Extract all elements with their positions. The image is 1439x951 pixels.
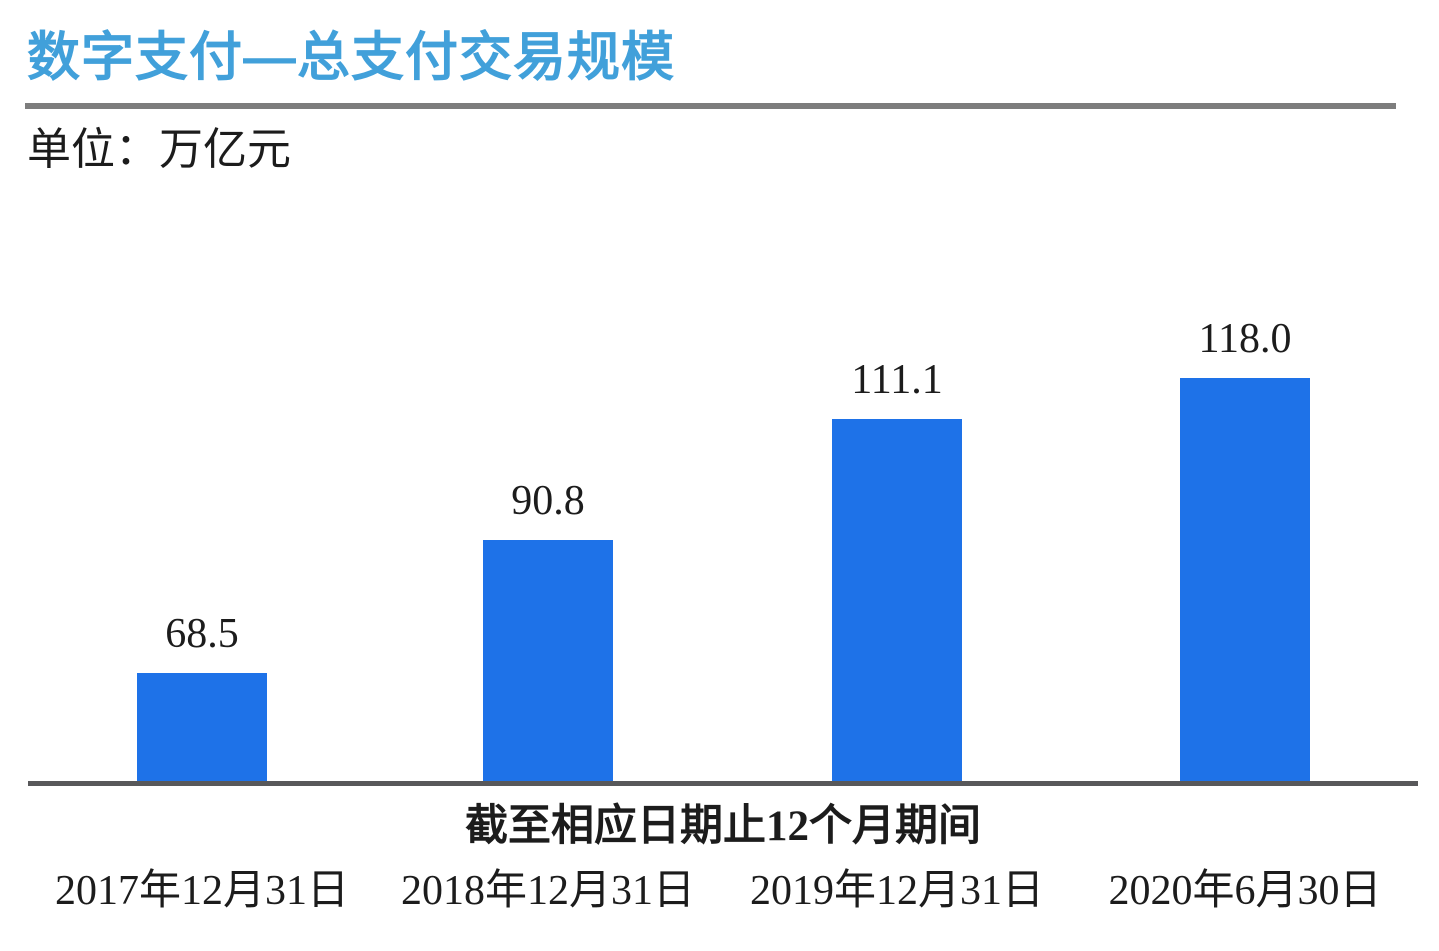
- x-axis-line: [28, 781, 1418, 786]
- x-axis-tick-label: 2019年12月31日: [749, 868, 1045, 914]
- x-axis-tick-label: 2020年6月30日: [1108, 868, 1382, 914]
- bar-value-label: 90.8: [511, 478, 585, 524]
- x-axis-tick-label: 2017年12月31日: [54, 868, 350, 914]
- title-divider: [25, 103, 1396, 109]
- x-axis-tick-label: 2018年12月31日: [400, 868, 696, 914]
- bar-value-label: 68.5: [165, 611, 239, 657]
- bar-value-label: 118.0: [1198, 316, 1292, 362]
- chart-bar: [832, 419, 962, 784]
- unit-label: 单位：万亿元: [27, 125, 291, 174]
- chart-bar: [1180, 378, 1310, 784]
- page-title: 数字支付—总支付交易规模: [27, 28, 675, 87]
- chart-bar: [137, 673, 267, 784]
- chart-bar: [483, 540, 613, 784]
- x-axis-title: 截至相应日期止12个月期间: [465, 803, 981, 850]
- bar-value-label: 111.1: [851, 357, 943, 403]
